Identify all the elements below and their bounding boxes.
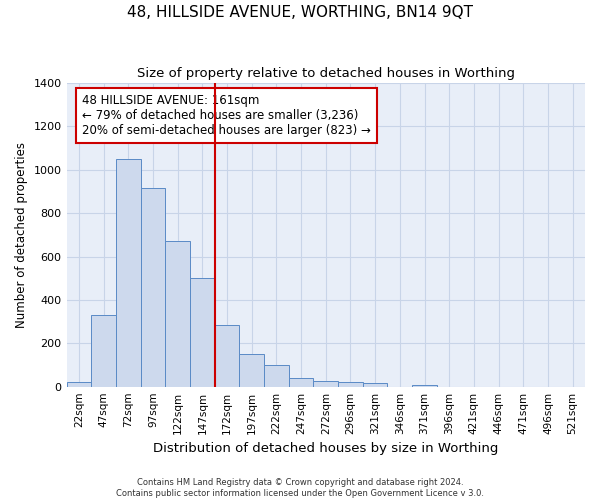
Bar [140, 188, 165, 386]
Bar [190, 278, 215, 386]
Title: Size of property relative to detached houses in Worthing: Size of property relative to detached ho… [137, 68, 515, 80]
Bar [264, 365, 289, 386]
Bar [338, 382, 363, 386]
Bar [239, 354, 264, 386]
Bar [91, 315, 116, 386]
Bar [116, 159, 140, 386]
Bar [67, 382, 91, 386]
Bar [165, 242, 190, 386]
Bar [215, 325, 239, 386]
Bar [289, 378, 313, 386]
X-axis label: Distribution of detached houses by size in Worthing: Distribution of detached houses by size … [153, 442, 499, 455]
Text: Contains HM Land Registry data © Crown copyright and database right 2024.
Contai: Contains HM Land Registry data © Crown c… [116, 478, 484, 498]
Bar [363, 384, 388, 386]
Bar [313, 382, 338, 386]
Text: 48, HILLSIDE AVENUE, WORTHING, BN14 9QT: 48, HILLSIDE AVENUE, WORTHING, BN14 9QT [127, 5, 473, 20]
Text: 48 HILLSIDE AVENUE: 161sqm
← 79% of detached houses are smaller (3,236)
20% of s: 48 HILLSIDE AVENUE: 161sqm ← 79% of deta… [82, 94, 371, 136]
Y-axis label: Number of detached properties: Number of detached properties [15, 142, 28, 328]
Bar [412, 384, 437, 386]
